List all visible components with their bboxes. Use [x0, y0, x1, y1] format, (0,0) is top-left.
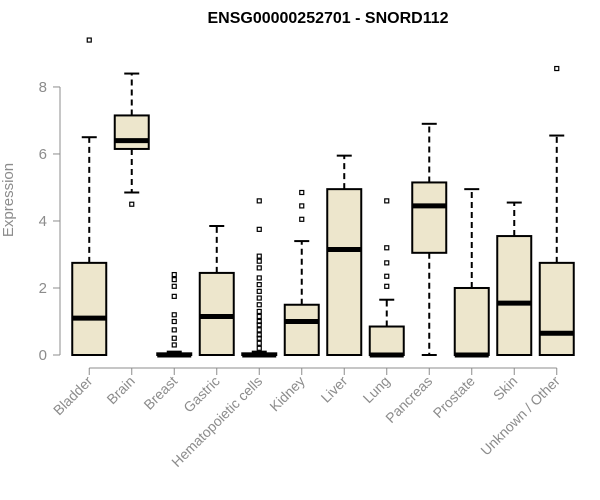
outlier-point: [256, 308, 262, 315]
y-tick-label: 4: [39, 213, 47, 230]
outlier-point: [256, 345, 262, 351]
outlier-point: [299, 203, 305, 209]
outlier-point: [384, 283, 390, 289]
outlier-point: [171, 283, 177, 289]
box-iqr: [538, 261, 575, 357]
outlier-point: [299, 216, 305, 222]
outlier-point: [554, 65, 560, 72]
outlier-point: [256, 226, 262, 232]
box-iqr: [326, 188, 363, 356]
x-tick-label: Bladder: [50, 373, 96, 419]
outlier-point: [171, 271, 177, 278]
box-skin: [496, 201, 533, 356]
outlier-point: [256, 253, 262, 259]
y-axis-label: Expression: [0, 163, 17, 237]
box-lung: [368, 198, 405, 358]
outlier-point: [171, 318, 177, 325]
box-gastric: [198, 225, 235, 357]
outlier-point: [256, 295, 262, 301]
box-pancreas: [411, 122, 448, 356]
box-brain: [113, 72, 150, 207]
y-axis: 0 2 4 6 8: [39, 79, 61, 364]
outlier-point: [256, 198, 262, 204]
outlier-point: [171, 277, 177, 283]
outlier-point: [384, 198, 390, 204]
outlier-point: [256, 335, 262, 341]
x-tick-label: Skin: [490, 373, 521, 404]
y-tick-label: 0: [39, 347, 47, 364]
outlier-point: [256, 258, 262, 264]
outlier-point: [171, 312, 177, 318]
outlier-point: [129, 201, 135, 207]
box-iqr: [496, 235, 533, 356]
outlier-point: [384, 273, 390, 279]
outlier-point: [256, 275, 262, 281]
x-tick-label: Unknown / Other: [477, 373, 563, 459]
x-tick-label: Kidney: [266, 373, 308, 415]
outlier-point: [256, 322, 262, 328]
y-tick-label: 6: [39, 146, 47, 163]
outlier-point: [256, 318, 262, 325]
outlier-point: [299, 189, 305, 196]
x-tick-label: Pancreas: [382, 373, 435, 426]
outlier-point: [256, 313, 262, 320]
box-iqr: [368, 325, 405, 357]
outlier-point: [256, 332, 262, 338]
box-kidney: [283, 189, 320, 357]
x-tick-label: Liver: [318, 373, 351, 406]
box-series: [71, 37, 575, 358]
box-breast: [156, 271, 193, 358]
box-bladder: [71, 37, 108, 357]
x-tick-label: Breast: [140, 373, 180, 413]
box-prostate: [453, 188, 490, 358]
x-tick-label: Prostate: [430, 373, 478, 421]
chart-title: ENSG00000252701 - SNORD112: [207, 10, 448, 27]
outlier-point: [256, 327, 262, 333]
box-unknown-other: [538, 65, 575, 357]
box-iqr: [283, 303, 320, 357]
outlier-point: [256, 282, 262, 288]
box-iqr: [71, 261, 108, 357]
outlier-point: [171, 293, 177, 299]
outlier-point: [171, 335, 177, 341]
y-tick-label: 8: [39, 79, 47, 96]
outlier-point: [384, 260, 390, 266]
box-iqr: [411, 181, 448, 254]
box-liver: [326, 154, 363, 356]
box-iqr: [198, 271, 235, 357]
outlier-point: [256, 265, 262, 271]
outlier-point: [256, 302, 262, 308]
outlier-point: [171, 342, 177, 348]
outlier-point: [256, 340, 262, 346]
box-hematopoietic-cells: [241, 198, 278, 358]
x-tick-label: Lung: [360, 373, 393, 406]
box-iqr: [453, 286, 490, 356]
y-tick-label: 2: [39, 280, 47, 297]
x-tick-label: Brain: [103, 373, 137, 407]
outlier-point: [86, 37, 92, 43]
outlier-point: [256, 288, 262, 294]
box-iqr: [113, 114, 150, 150]
outlier-point: [384, 245, 390, 251]
outlier-point: [171, 327, 177, 333]
